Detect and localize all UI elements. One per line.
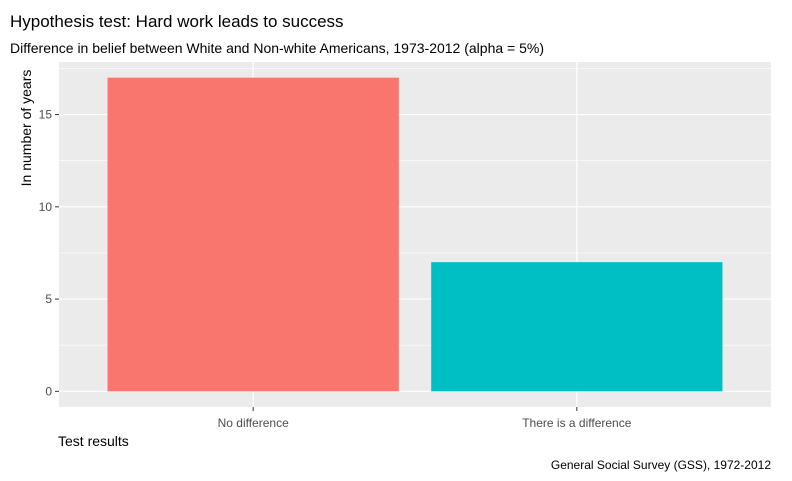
- y-axis-title: In number of years: [18, 70, 34, 187]
- y-tick-label: 10: [39, 200, 53, 214]
- x-tick-label: No difference: [218, 416, 289, 430]
- chart-title: Hypothesis test: Hard work leads to succ…: [10, 12, 344, 31]
- chart-caption: General Social Survey (GSS), 1972-2012: [551, 458, 771, 472]
- bar-no-difference: [107, 77, 399, 392]
- y-tick-label: 5: [45, 292, 52, 306]
- x-axis-title: Test results: [58, 433, 129, 449]
- y-tick-label: 15: [39, 108, 53, 122]
- x-axis: No difference There is a difference: [218, 407, 632, 430]
- chart-subtitle: Difference in belief between White and N…: [10, 40, 544, 56]
- x-tick-label: There is a difference: [522, 416, 631, 430]
- bar-there-is-a-difference: [431, 262, 723, 392]
- bar-layer: [107, 77, 723, 392]
- y-axis: 0 5 10 15: [39, 108, 59, 398]
- y-tick-label: 0: [45, 384, 52, 398]
